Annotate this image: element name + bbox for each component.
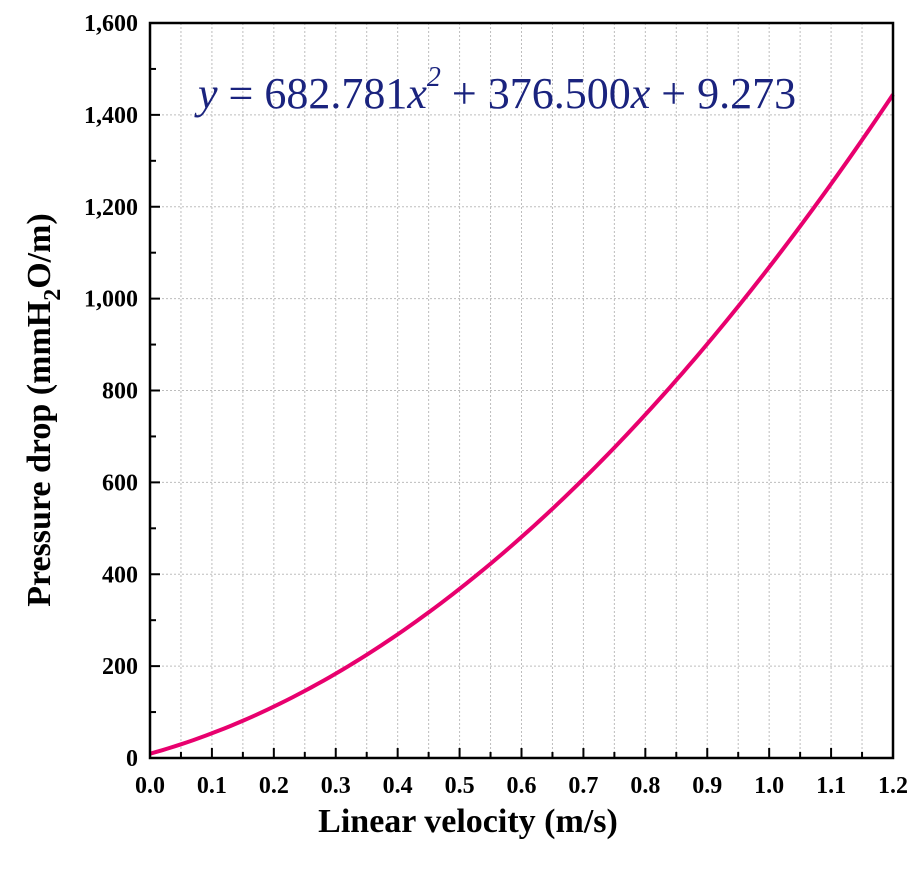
y-tick-label: 0 xyxy=(126,746,138,772)
series-line xyxy=(149,93,895,756)
x-tick-label: 0.2 xyxy=(259,773,289,799)
y-tick-label: 1,200 xyxy=(84,195,138,221)
y-tick-label: 1,000 xyxy=(84,287,138,313)
y-tick-label: 1,400 xyxy=(84,103,138,129)
y-tick-label: 400 xyxy=(102,562,138,588)
x-tick-label: 0.3 xyxy=(321,773,351,799)
x-tick-label: 1.1 xyxy=(816,773,846,799)
x-tick-labels: 0.0 0.1 0.2 0.3 0.4 0.5 0.6 0.7 0.8 0.9 1.0 1.1 1.2 xyxy=(135,773,908,799)
x-axis-title: Linear velocity (m/s) xyxy=(318,803,618,840)
y-tick-labels: 0 200 400 600 800 1,000 1,200 1,400 1,600 xyxy=(84,11,138,772)
x-tick-label: 0.1 xyxy=(197,773,227,799)
y-tick-label: 200 xyxy=(102,654,138,680)
x-tick-label: 0.0 xyxy=(135,773,165,799)
x-tick-label: 0.5 xyxy=(445,773,475,799)
x-tick-label: 0.6 xyxy=(507,773,537,799)
x-tick-label: 1.0 xyxy=(754,773,784,799)
grid-lines xyxy=(150,23,893,758)
y-tick-label: 1,600 xyxy=(84,11,138,37)
axis-ticks xyxy=(149,22,894,759)
x-tick-label: 1.2 xyxy=(878,773,908,799)
x-tick-label: 0.4 xyxy=(383,773,413,799)
x-tick-label: 0.8 xyxy=(630,773,660,799)
x-tick-label: 0.7 xyxy=(568,773,598,799)
x-tick-label: 0.9 xyxy=(692,773,722,799)
y-tick-label: 600 xyxy=(102,470,138,496)
fit-equation-annotation: y = 682.781x2 + 376.500x + 9.273 xyxy=(194,62,796,118)
y-tick-label: 800 xyxy=(102,379,138,405)
series-layer xyxy=(149,93,895,756)
y-axis-title: Pressure drop (mmH2O/m) xyxy=(21,213,66,607)
